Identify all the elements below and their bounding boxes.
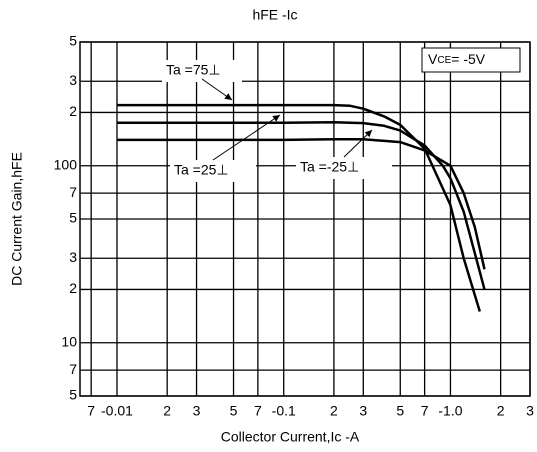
annotation-box bbox=[162, 60, 242, 82]
curve bbox=[117, 121, 486, 290]
y-tick-label: 3 bbox=[69, 72, 77, 88]
x-tick-label: 3 bbox=[359, 403, 367, 419]
x-tick-label: 7 bbox=[421, 403, 429, 419]
y-tick-label: 3 bbox=[69, 249, 77, 265]
annotation-box bbox=[296, 157, 392, 179]
x-axis-label: Collector Current,Ic -A bbox=[221, 429, 360, 445]
chart-title: hFE -Ic bbox=[252, 7, 297, 23]
x-tick-label: 2 bbox=[497, 403, 505, 419]
annotation-arrow bbox=[212, 114, 281, 161]
x-tick-label: 3 bbox=[193, 403, 201, 419]
y-tick-label: 7 bbox=[69, 361, 77, 377]
x-tick-label: -0.1 bbox=[272, 403, 296, 419]
y-tick-label: 10 bbox=[61, 333, 77, 349]
y-tick-label: 7 bbox=[69, 184, 77, 200]
curve bbox=[117, 138, 486, 270]
x-tick-label: 5 bbox=[230, 403, 238, 419]
x-tick-label: 7 bbox=[87, 403, 95, 419]
y-axis-label: DC Current Gain,hFE bbox=[9, 152, 25, 286]
y-tick-label: 100 bbox=[54, 156, 78, 172]
condition-text: = -5V bbox=[451, 51, 486, 67]
annotation-arrow bbox=[201, 78, 233, 101]
condition-label: VCE= -5V bbox=[428, 51, 486, 67]
x-tick-label: 2 bbox=[163, 403, 171, 419]
y-tick-label: 5 bbox=[69, 210, 77, 226]
plot-frame bbox=[79, 41, 531, 397]
x-tick-label: 7 bbox=[254, 403, 262, 419]
condition-box bbox=[421, 47, 521, 73]
y-tick-label: 2 bbox=[69, 280, 77, 296]
x-tick-label: 3 bbox=[526, 403, 534, 419]
annotation-arrow bbox=[343, 129, 373, 158]
x-tick-label: 2 bbox=[330, 403, 338, 419]
annotation-label: Ta =-25⊥ bbox=[300, 159, 359, 175]
annotation-box bbox=[170, 160, 256, 182]
condition-subscript: CE bbox=[437, 55, 451, 66]
condition-symbol: V bbox=[428, 51, 438, 67]
x-tick-label: 5 bbox=[396, 403, 404, 419]
x-tick-label: -1.0 bbox=[438, 403, 462, 419]
y-tick-label: 2 bbox=[69, 103, 77, 119]
annotation-label: Ta =75⊥ bbox=[166, 62, 221, 78]
x-tick-label: -0.01 bbox=[101, 403, 133, 419]
annotation-label: Ta =25⊥ bbox=[174, 162, 229, 178]
curve bbox=[117, 103, 481, 312]
y-tick-label: 5 bbox=[69, 387, 77, 403]
y-tick-label: 5 bbox=[69, 33, 77, 49]
